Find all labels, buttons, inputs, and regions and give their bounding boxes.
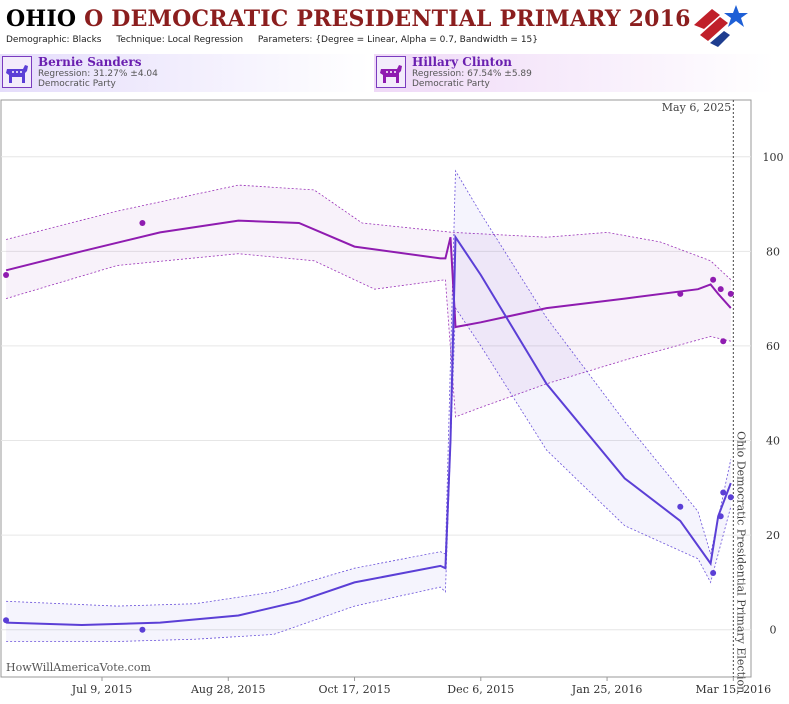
candidate-name: Bernie Sanders [38,55,142,69]
bernie-sanders-band-upper [6,169,732,607]
hillary-clinton-band-upper [6,184,732,280]
hillary-clinton-band-lower [5,253,731,418]
demographic-label: Demographic: [6,35,70,45]
hillary-clinton-poll-point [717,286,724,293]
bernie-sanders-poll-point [720,489,727,496]
election-label: Ohio Democratic Presidential Primary Ele… [734,431,747,693]
bernie-sanders-confidence-band [6,170,731,642]
y-tick-label: 40 [766,435,780,448]
hillary-clinton-poll-point [677,290,684,297]
bernie-sanders-poll-point [139,626,146,633]
bernie-sanders-band-lower [6,306,732,642]
donkey-icon [2,56,32,88]
hillary-clinton-poll-point [720,338,727,345]
technique-label: Technique: [116,35,165,45]
hillary-clinton-trend-line [5,219,732,329]
poll-chart: 0 20 40 60 80 100 Jul 9, 2015 Aug 28, 2015 Oct 1… [0,99,784,696]
x-tick-label: Jul 9, 2015 [71,683,133,696]
header: OHIO O DEMOCRATIC PRESIDENTIAL PRIMARY 2… [0,0,789,52]
title-state: OHIO [6,6,77,32]
parameters-value: {Degree = Linear, Alpha = 0.7, Bandwidth… [315,35,539,45]
donkey-icon [376,56,406,88]
x-tick-label: Dec 6, 2015 [447,683,514,696]
hillary-clinton-poll-point [139,219,146,226]
bernie-sanders-poll-point [717,513,724,520]
y-tick-label: 0 [770,624,777,637]
plot-area [0,99,752,678]
x-tick-label: Jan 25, 2016 [571,683,643,696]
candidate-regression: Regression: 67.54% ±5.89 [412,69,532,79]
bernie-sanders-poll-point [710,569,717,576]
page-title: OHIO O DEMOCRATIC PRESIDENTIAL PRIMARY 2… [6,6,691,32]
candidate-clinton: Hillary Clinton Regression: 67.54% ±5.89… [374,54,774,92]
hillary-clinton-poll-point [710,276,717,283]
bernie-sanders-poll-point [677,503,684,510]
parameters-label: Parameters: [257,35,313,45]
technique-value: Local Regression [167,35,244,45]
candidate-name: Hillary Clinton [412,55,512,69]
today-label: May 6, 2025 [662,101,732,114]
title-rest: O DEMOCRATIC PRESIDENTIAL PRIMARY 2016 [84,6,691,32]
hillary-clinton-confidence-band [6,185,731,417]
candidate-legend: Bernie Sanders Regression: 31.27% ±4.04 … [0,54,789,94]
hillary-clinton-poll-point [3,271,10,278]
bernie-sanders-trend-line [6,234,732,627]
candidate-sanders: Bernie Sanders Regression: 31.27% ±4.04 … [0,54,370,92]
bernie-sanders-poll-point [727,494,734,501]
demographic-value: Blacks [72,35,102,45]
x-tick-label: Mar 15, 2016 [696,683,772,696]
y-tick-label: 20 [766,529,780,542]
hillary-clinton-poll-point [727,290,734,297]
chart-parameters: Demographic: Blacks Technique: Local Reg… [6,35,538,45]
y-tick-label: 60 [766,340,780,353]
watermark: HowWillAmericaVote.com [6,661,151,674]
candidate-party: Democratic Party [412,79,490,89]
y-tick-label: 80 [766,245,780,258]
site-logo-icon[interactable] [690,3,750,48]
candidate-party: Democratic Party [38,79,116,89]
x-tick-label: Aug 28, 2015 [190,683,266,696]
bernie-sanders-poll-point [3,617,10,624]
x-tick-label: Oct 17, 2015 [318,683,390,696]
y-tick-label: 100 [763,151,784,164]
candidate-regression: Regression: 31.27% ±4.04 [38,69,158,79]
